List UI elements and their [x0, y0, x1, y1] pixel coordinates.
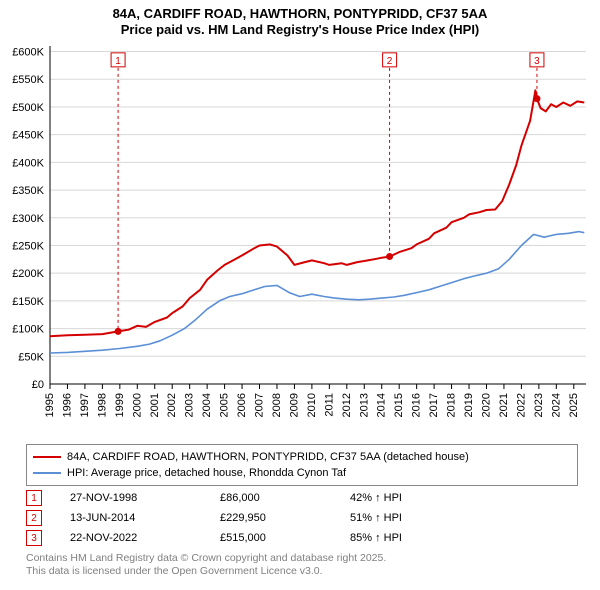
svg-text:£0: £0: [32, 379, 44, 391]
svg-text:2001: 2001: [149, 393, 161, 417]
legend-row: HPI: Average price, detached house, Rhon…: [33, 465, 571, 481]
svg-text:£150K: £150K: [12, 296, 44, 308]
marker-pct: 85% ↑ HPI: [350, 532, 470, 544]
svg-text:2012: 2012: [341, 393, 353, 417]
marker-table: 1 27-NOV-1998 £86,000 42% ↑ HPI 2 13-JUN…: [26, 488, 578, 548]
svg-text:2000: 2000: [131, 393, 143, 417]
svg-text:3: 3: [534, 56, 540, 67]
marker-price: £229,950: [220, 512, 350, 524]
footer-line: This data is licensed under the Open Gov…: [26, 565, 386, 578]
chart-title-block: 84A, CARDIFF ROAD, HAWTHORN, PONTYPRIDD,…: [0, 0, 600, 39]
marker-pct: 51% ↑ HPI: [350, 512, 470, 524]
title-line-2: Price paid vs. HM Land Registry's House …: [0, 22, 600, 38]
svg-text:1998: 1998: [96, 393, 108, 417]
svg-text:2013: 2013: [358, 393, 370, 417]
marker-price: £515,000: [220, 532, 350, 544]
svg-text:£550K: £550K: [12, 74, 44, 86]
svg-text:£250K: £250K: [12, 240, 44, 252]
svg-text:£400K: £400K: [12, 157, 44, 169]
svg-text:2022: 2022: [515, 393, 527, 417]
marker-date: 22-NOV-2022: [70, 532, 220, 544]
marker-badge: 1: [26, 490, 42, 506]
svg-text:2023: 2023: [533, 393, 545, 417]
legend-label: 84A, CARDIFF ROAD, HAWTHORN, PONTYPRIDD,…: [67, 451, 469, 463]
svg-text:2002: 2002: [166, 393, 178, 417]
legend-swatch: [33, 456, 61, 458]
svg-text:£100K: £100K: [12, 324, 44, 336]
svg-text:2003: 2003: [184, 393, 196, 417]
legend-row: 84A, CARDIFF ROAD, HAWTHORN, PONTYPRIDD,…: [33, 449, 571, 465]
svg-text:1996: 1996: [61, 393, 73, 417]
svg-text:2011: 2011: [323, 393, 335, 417]
footer-attribution: Contains HM Land Registry data © Crown c…: [26, 552, 386, 578]
marker-badge: 3: [26, 530, 42, 546]
svg-text:2014: 2014: [376, 393, 388, 417]
legend: 84A, CARDIFF ROAD, HAWTHORN, PONTYPRIDD,…: [26, 444, 578, 486]
legend-swatch: [33, 472, 61, 474]
svg-text:2009: 2009: [288, 393, 300, 417]
svg-text:£300K: £300K: [12, 213, 44, 225]
svg-text:£350K: £350K: [12, 185, 44, 197]
svg-text:2005: 2005: [219, 393, 231, 417]
chart-svg: £0 £50K £100K £150K £200K £250K £300K £350K £400…: [0, 40, 600, 440]
svg-text:2008: 2008: [271, 393, 283, 417]
svg-text:2021: 2021: [498, 393, 510, 417]
svg-text:2018: 2018: [446, 393, 458, 417]
marker-pct: 42% ↑ HPI: [350, 492, 470, 504]
svg-text:2007: 2007: [254, 393, 266, 417]
title-line-1: 84A, CARDIFF ROAD, HAWTHORN, PONTYPRIDD,…: [0, 6, 600, 22]
svg-text:2019: 2019: [463, 393, 475, 417]
table-row: 1 27-NOV-1998 £86,000 42% ↑ HPI: [26, 488, 578, 508]
marker-badge: 2: [26, 510, 42, 526]
footer-line: Contains HM Land Registry data © Crown c…: [26, 552, 386, 565]
svg-text:2016: 2016: [411, 393, 423, 417]
table-row: 2 13-JUN-2014 £229,950 51% ↑ HPI: [26, 508, 578, 528]
svg-text:£50K: £50K: [18, 351, 44, 363]
marker-date: 13-JUN-2014: [70, 512, 220, 524]
svg-text:2010: 2010: [306, 393, 318, 417]
svg-text:£500K: £500K: [12, 102, 44, 114]
svg-text:2024: 2024: [550, 393, 562, 417]
svg-text:1: 1: [115, 56, 121, 67]
svg-text:1997: 1997: [79, 393, 91, 417]
svg-text:£200K: £200K: [12, 268, 44, 280]
svg-text:2015: 2015: [393, 393, 405, 417]
svg-text:£450K: £450K: [12, 130, 44, 142]
svg-text:2020: 2020: [480, 393, 492, 417]
marker-date: 27-NOV-1998: [70, 492, 220, 504]
svg-text:1999: 1999: [114, 393, 126, 417]
table-row: 3 22-NOV-2022 £515,000 85% ↑ HPI: [26, 528, 578, 548]
svg-text:2006: 2006: [236, 393, 248, 417]
svg-text:2: 2: [387, 56, 393, 67]
svg-text:2025: 2025: [568, 393, 580, 417]
chart-area: £0 £50K £100K £150K £200K £250K £300K £350K £400…: [0, 40, 600, 440]
svg-text:£600K: £600K: [12, 47, 44, 59]
marker-price: £86,000: [220, 492, 350, 504]
svg-text:1995: 1995: [44, 393, 56, 417]
svg-text:2004: 2004: [201, 393, 213, 417]
svg-text:2017: 2017: [428, 393, 440, 417]
legend-label: HPI: Average price, detached house, Rhon…: [67, 467, 346, 479]
